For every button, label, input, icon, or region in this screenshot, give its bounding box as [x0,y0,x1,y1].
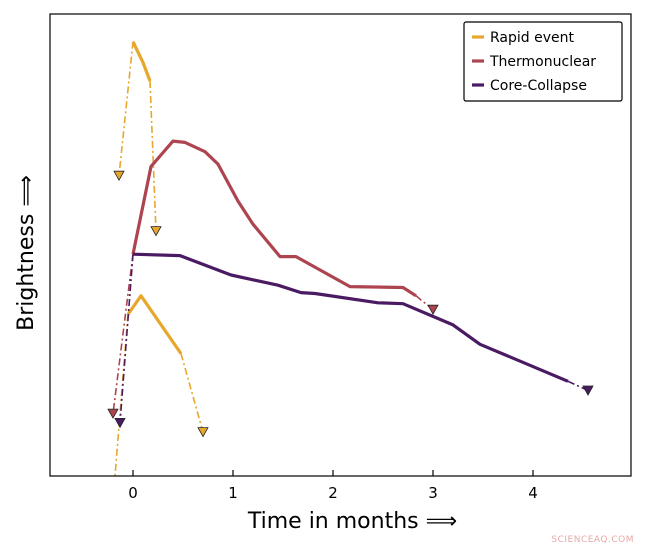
x-tick-label: 2 [328,484,338,502]
legend-label-thermonuclear: Thermonuclear [489,54,596,70]
x-axis-title: Time in months ⟹ [247,509,457,534]
rapid-event-upper-limit-marker [150,226,162,237]
x-tick-label: 0 [128,484,138,502]
core-collapse-limit-line [119,254,134,423]
rapid-event-line [126,294,183,355]
rapid-event-limit-line [149,80,157,232]
rapid-event-limit-line [180,353,204,433]
x-tick-label: 1 [228,484,238,502]
thermonuclear-limit-line [112,254,134,414]
legend-label-core-collapse: Core-Collapse [490,78,587,94]
core-collapse-upper-limit-marker [582,385,594,396]
rapid-event-upper-limit-marker [197,427,209,438]
x-tick-label: 4 [528,484,538,502]
x-tick-label: 3 [428,484,438,502]
legend-box [463,21,623,102]
rapid-event-upper-limit-marker [113,170,125,182]
y-axis-title: Brightness ⟹ [14,175,39,331]
legend: Rapid event Thermonuclear Core-Collapse [463,21,623,102]
series-layer [107,41,594,476]
watermark: SCIENCEAQ.COM [551,535,634,545]
rapid-event-limit-line [118,41,134,176]
legend-label-rapid-event: Rapid event [490,30,574,46]
rapid-event-line [131,41,152,82]
plot-frame [49,13,632,477]
core-collapse-upper-limit-marker [114,417,126,429]
thermonuclear-line [131,139,417,298]
series-rapid-event [113,41,209,476]
series-core-collapse [114,252,594,429]
thermonuclear-upper-limit-marker [427,304,439,316]
core-collapse-line [132,252,569,383]
series-thermonuclear [107,139,439,419]
thermonuclear-upper-limit-marker [107,408,119,419]
x-ticks: 0 1 2 3 4 [128,470,538,502]
